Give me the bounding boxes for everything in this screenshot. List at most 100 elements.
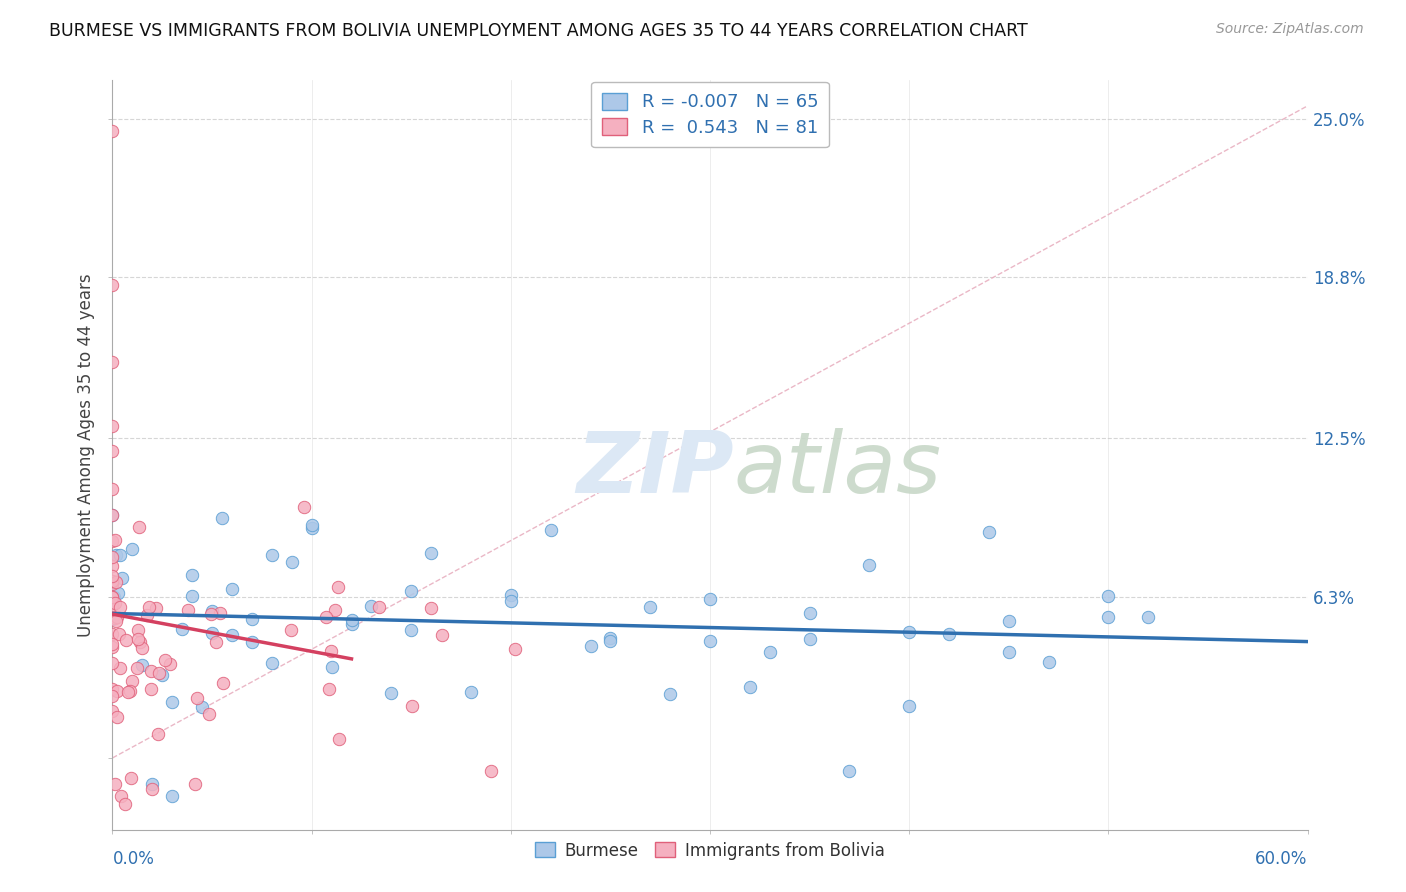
Point [101, 626, 124, 640]
Point [101, 124, 124, 138]
Point [1038, 656, 1060, 670]
Point [105, 684, 128, 698]
Point [121, 542, 143, 557]
Point [103, 590, 125, 604]
Point [101, 444, 124, 458]
Point [114, 797, 136, 811]
Point [104, 611, 127, 625]
Point [738, 680, 761, 694]
Point [101, 656, 124, 670]
Point [108, 627, 131, 641]
Point [101, 550, 124, 565]
Point [117, 685, 139, 699]
Point [153, 653, 176, 667]
Point [499, 588, 522, 602]
Point [111, 571, 134, 585]
Point [101, 598, 124, 612]
Point [121, 673, 143, 688]
Point [101, 559, 124, 574]
Point [101, 590, 124, 604]
Point [101, 577, 124, 591]
Point [104, 533, 127, 547]
Point [139, 664, 162, 678]
Point [838, 764, 860, 778]
Point [191, 699, 214, 714]
Point [131, 641, 153, 656]
Point [460, 684, 482, 698]
Point [101, 637, 124, 651]
Point [208, 606, 231, 620]
Text: ZIP: ZIP [576, 428, 734, 511]
Point [340, 617, 363, 632]
Point [599, 633, 621, 648]
Point [181, 590, 204, 604]
Legend: Burmese, Immigrants from Bolivia: Burmese, Immigrants from Bolivia [529, 835, 891, 866]
Point [120, 772, 142, 786]
Point [998, 645, 1021, 659]
Point [898, 698, 921, 713]
Point [141, 681, 163, 696]
Text: Source: ZipAtlas.com: Source: ZipAtlas.com [1216, 22, 1364, 37]
Point [101, 704, 124, 718]
Point [200, 607, 222, 622]
Point [540, 523, 562, 537]
Text: BURMESE VS IMMIGRANTS FROM BOLIVIA UNEMPLOYMENT AMONG AGES 35 TO 44 YEARS CORREL: BURMESE VS IMMIGRANTS FROM BOLIVIA UNEMP… [49, 22, 1028, 40]
Point [101, 354, 124, 368]
Point [318, 681, 340, 696]
Point [101, 483, 124, 497]
Point [260, 548, 283, 562]
Point [105, 609, 128, 624]
Point [430, 627, 453, 641]
Point [998, 614, 1021, 628]
Point [211, 511, 233, 525]
Point [172, 622, 194, 636]
Point [101, 533, 124, 548]
Point [186, 691, 208, 706]
Point [141, 781, 163, 796]
Point [136, 607, 159, 622]
Point [148, 665, 170, 680]
Point [281, 556, 304, 570]
Y-axis label: Unemployment Among Ages 35 to 44 years: Unemployment Among Ages 35 to 44 years [77, 273, 96, 637]
Point [110, 789, 132, 804]
Point [101, 508, 124, 522]
Point [659, 687, 682, 701]
Point [127, 632, 149, 647]
Point [1097, 590, 1119, 604]
Point [640, 600, 662, 615]
Point [503, 642, 526, 657]
Point [104, 596, 127, 610]
Point [1097, 610, 1119, 624]
Point [141, 776, 163, 790]
Point [101, 575, 124, 590]
Point [260, 656, 283, 670]
Point [184, 776, 207, 790]
Point [799, 606, 821, 620]
Point [328, 732, 350, 747]
Point [420, 600, 443, 615]
Point [101, 689, 124, 703]
Point [599, 631, 621, 645]
Point [759, 645, 782, 659]
Point [340, 613, 363, 627]
Point [181, 568, 204, 582]
Point [380, 686, 402, 700]
Point [368, 600, 391, 615]
Point [401, 698, 423, 713]
Point [204, 635, 226, 649]
Point [221, 628, 243, 642]
Point [420, 546, 443, 560]
Point [301, 517, 323, 532]
Point [107, 586, 129, 600]
Point [145, 600, 167, 615]
Point [499, 593, 522, 607]
Point [858, 558, 880, 572]
Point [319, 644, 342, 658]
Point [326, 580, 349, 594]
Point [101, 277, 124, 292]
Point [101, 682, 124, 697]
Point [131, 658, 153, 673]
Point [938, 627, 960, 641]
Point [579, 639, 602, 653]
Point [699, 592, 721, 607]
